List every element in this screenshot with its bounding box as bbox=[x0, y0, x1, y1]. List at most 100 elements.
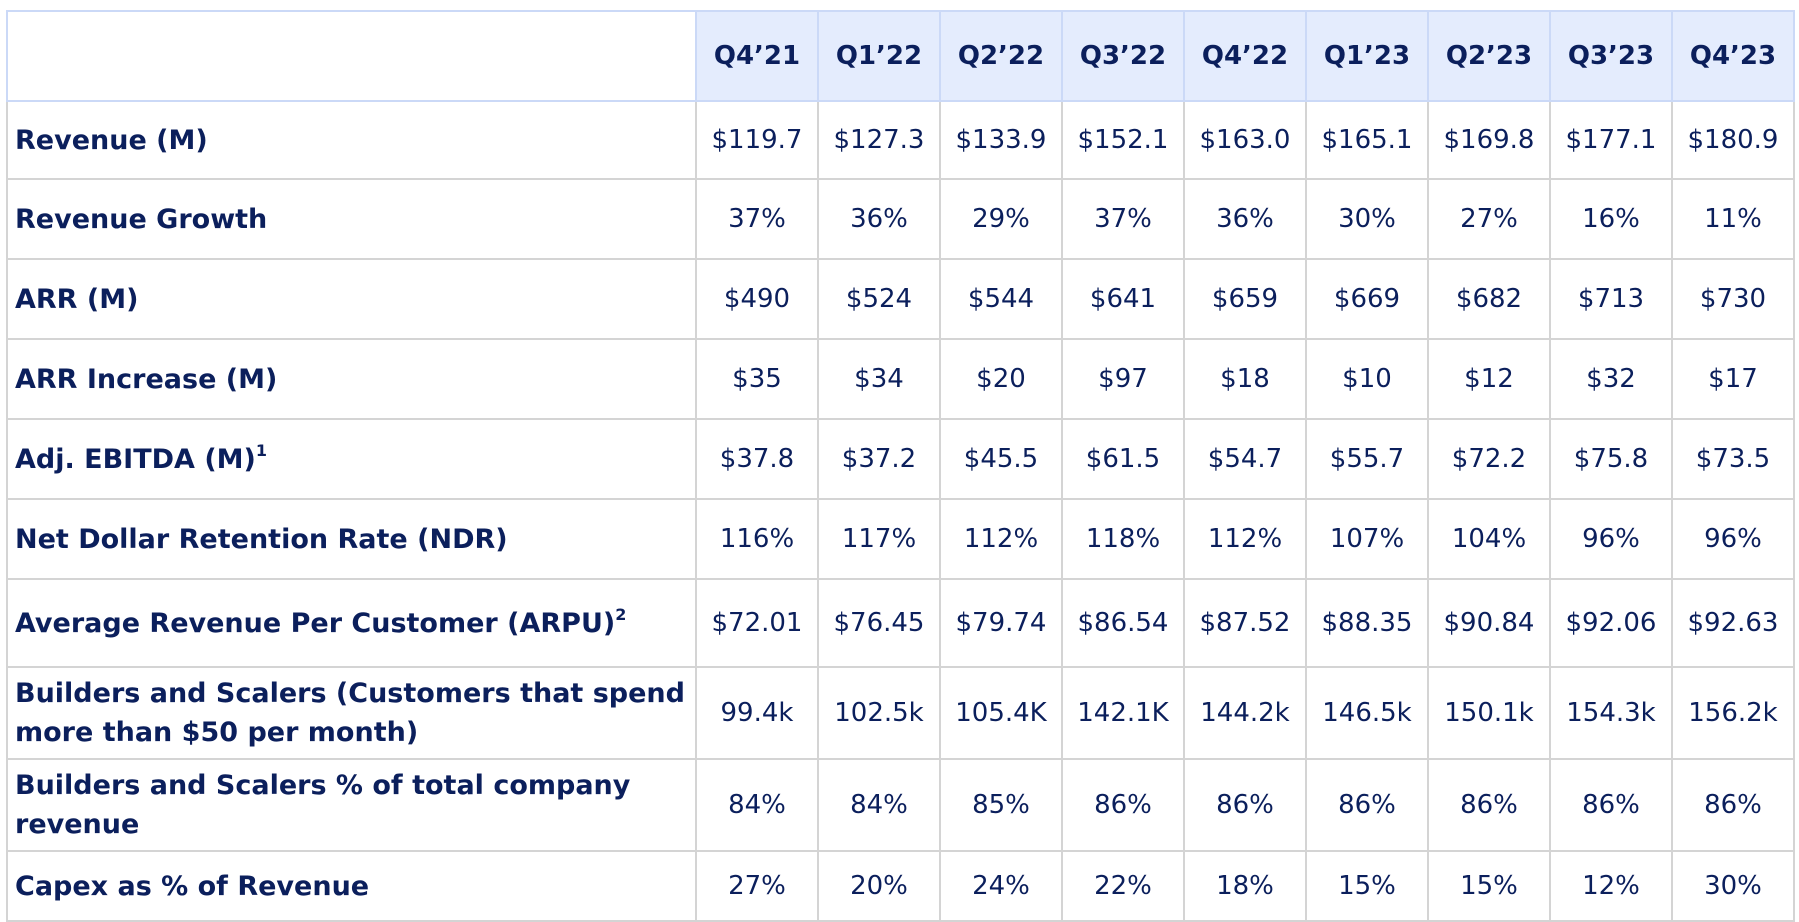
table-cell: $165.1 bbox=[1305, 100, 1429, 180]
table-cell: $92.63 bbox=[1671, 578, 1795, 668]
table-cell: 96% bbox=[1549, 498, 1673, 580]
table-cell: 15% bbox=[1305, 850, 1429, 922]
table-row-revenue: Revenue (M) $119.7 $127.3 $133.9 $152.1 … bbox=[6, 100, 1795, 180]
table-cell: 86% bbox=[1671, 758, 1795, 852]
table-cell: $34 bbox=[817, 338, 941, 420]
column-header: Q4’21 bbox=[695, 10, 819, 102]
table-row-arr-increase: ARR Increase (M) $35 $34 $20 $97 $18 $10… bbox=[6, 338, 1795, 420]
row-label-text: Average Revenue Per Customer (ARPU) bbox=[15, 607, 616, 639]
table-cell: $169.8 bbox=[1427, 100, 1551, 180]
table-cell: $86.54 bbox=[1061, 578, 1185, 668]
table-cell: $55.7 bbox=[1305, 418, 1429, 500]
table-cell: $79.74 bbox=[939, 578, 1063, 668]
table-row-builders-scalers: Builders and Scalers (Customers that spe… bbox=[6, 666, 1795, 760]
row-label-text: Revenue Growth bbox=[15, 203, 268, 235]
table-cell: $127.3 bbox=[817, 100, 941, 180]
row-label: ARR Increase (M) bbox=[6, 338, 697, 420]
table-cell: 15% bbox=[1427, 850, 1551, 922]
table-cell: 24% bbox=[939, 850, 1063, 922]
row-label-text: Capex as % of Revenue bbox=[15, 870, 370, 902]
table-cell: $10 bbox=[1305, 338, 1429, 420]
table-cell: 154.3k bbox=[1549, 666, 1673, 760]
row-label-text: Adj. EBITDA (M) bbox=[15, 443, 256, 475]
row-label: Adj. EBITDA (M)1 bbox=[6, 418, 697, 500]
table-cell: $177.1 bbox=[1549, 100, 1673, 180]
table-cell: 29% bbox=[939, 178, 1063, 260]
table-cell: $163.0 bbox=[1183, 100, 1307, 180]
table-cell: 30% bbox=[1671, 850, 1795, 922]
table-cell: 12% bbox=[1549, 850, 1673, 922]
row-label: Net Dollar Retention Rate (NDR) bbox=[6, 498, 697, 580]
row-label-text: Builders and Scalers % of total company … bbox=[15, 770, 631, 840]
table-cell: 105.4K bbox=[939, 666, 1063, 760]
row-label: Capex as % of Revenue bbox=[6, 850, 697, 922]
row-label: Builders and Scalers % of total company … bbox=[6, 758, 697, 852]
table-cell: 11% bbox=[1671, 178, 1795, 260]
row-label-text: Revenue (M) bbox=[15, 124, 208, 156]
footnote-marker: 2 bbox=[615, 604, 627, 624]
row-label-text: ARR (M) bbox=[15, 283, 139, 315]
row-label: Revenue Growth bbox=[6, 178, 697, 260]
table-row-arpu: Average Revenue Per Customer (ARPU)2 $72… bbox=[6, 578, 1795, 668]
table-cell: $45.5 bbox=[939, 418, 1063, 500]
table-cell: $37.2 bbox=[817, 418, 941, 500]
table-cell: $20 bbox=[939, 338, 1063, 420]
table-cell: $92.06 bbox=[1549, 578, 1673, 668]
table-cell: 107% bbox=[1305, 498, 1429, 580]
table-cell: 142.1K bbox=[1061, 666, 1185, 760]
row-label: Revenue (M) bbox=[6, 100, 697, 180]
table-cell: 84% bbox=[817, 758, 941, 852]
column-header: Q1’22 bbox=[817, 10, 941, 102]
table-cell: 117% bbox=[817, 498, 941, 580]
table-cell: $669 bbox=[1305, 258, 1429, 340]
table-cell: 112% bbox=[1183, 498, 1307, 580]
column-header: Q1’23 bbox=[1305, 10, 1429, 102]
table-cell: $88.35 bbox=[1305, 578, 1429, 668]
table-cell: $490 bbox=[695, 258, 819, 340]
table-cell: $544 bbox=[939, 258, 1063, 340]
table-cell: 146.5k bbox=[1305, 666, 1429, 760]
table-cell: 30% bbox=[1305, 178, 1429, 260]
row-label-text: ARR Increase (M) bbox=[15, 363, 278, 395]
table-cell: $524 bbox=[817, 258, 941, 340]
table-cell: $659 bbox=[1183, 258, 1307, 340]
table-cell: 144.2k bbox=[1183, 666, 1307, 760]
row-label-text: Builders and Scalers (Customers that spe… bbox=[15, 678, 685, 748]
table-cell: 16% bbox=[1549, 178, 1673, 260]
table-row-builders-scalers-revenue-share: Builders and Scalers % of total company … bbox=[6, 758, 1795, 852]
table-cell: 102.5k bbox=[817, 666, 941, 760]
column-header: Q4’22 bbox=[1183, 10, 1307, 102]
table-cell: $54.7 bbox=[1183, 418, 1307, 500]
metrics-table-container: Q4’21 Q1’22 Q2’22 Q3’22 Q4’22 Q1’23 Q2’2… bbox=[6, 10, 1795, 922]
table-cell: $97 bbox=[1061, 338, 1185, 420]
table-cell: 96% bbox=[1671, 498, 1795, 580]
table-cell: $152.1 bbox=[1061, 100, 1185, 180]
table-cell: 22% bbox=[1061, 850, 1185, 922]
table-cell: 99.4k bbox=[695, 666, 819, 760]
table-cell: 36% bbox=[817, 178, 941, 260]
table-cell: 20% bbox=[817, 850, 941, 922]
table-cell: 150.1k bbox=[1427, 666, 1551, 760]
table-cell: 104% bbox=[1427, 498, 1551, 580]
table-cell: $133.9 bbox=[939, 100, 1063, 180]
footnote-marker: 1 bbox=[255, 440, 268, 460]
column-header: Q4’23 bbox=[1671, 10, 1795, 102]
table-cell: $87.52 bbox=[1183, 578, 1307, 668]
table-row-adj-ebitda: Adj. EBITDA (M)1 $37.8 $37.2 $45.5 $61.5… bbox=[6, 418, 1795, 500]
table-cell: $119.7 bbox=[695, 100, 819, 180]
table-cell: $32 bbox=[1549, 338, 1673, 420]
table-cell: 86% bbox=[1549, 758, 1673, 852]
table-cell: $72.01 bbox=[695, 578, 819, 668]
table-cell: 116% bbox=[695, 498, 819, 580]
table-cell: 37% bbox=[1061, 178, 1185, 260]
table-cell: $682 bbox=[1427, 258, 1551, 340]
table-cell: 86% bbox=[1305, 758, 1429, 852]
table-cell: $641 bbox=[1061, 258, 1185, 340]
column-header: Q3’23 bbox=[1549, 10, 1673, 102]
table-cell: 37% bbox=[695, 178, 819, 260]
table-cell: 156.2k bbox=[1671, 666, 1795, 760]
table-cell: 27% bbox=[1427, 178, 1551, 260]
table-row-arr: ARR (M) $490 $524 $544 $641 $659 $669 $6… bbox=[6, 258, 1795, 340]
column-header: Q3’22 bbox=[1061, 10, 1185, 102]
table-cell: $35 bbox=[695, 338, 819, 420]
